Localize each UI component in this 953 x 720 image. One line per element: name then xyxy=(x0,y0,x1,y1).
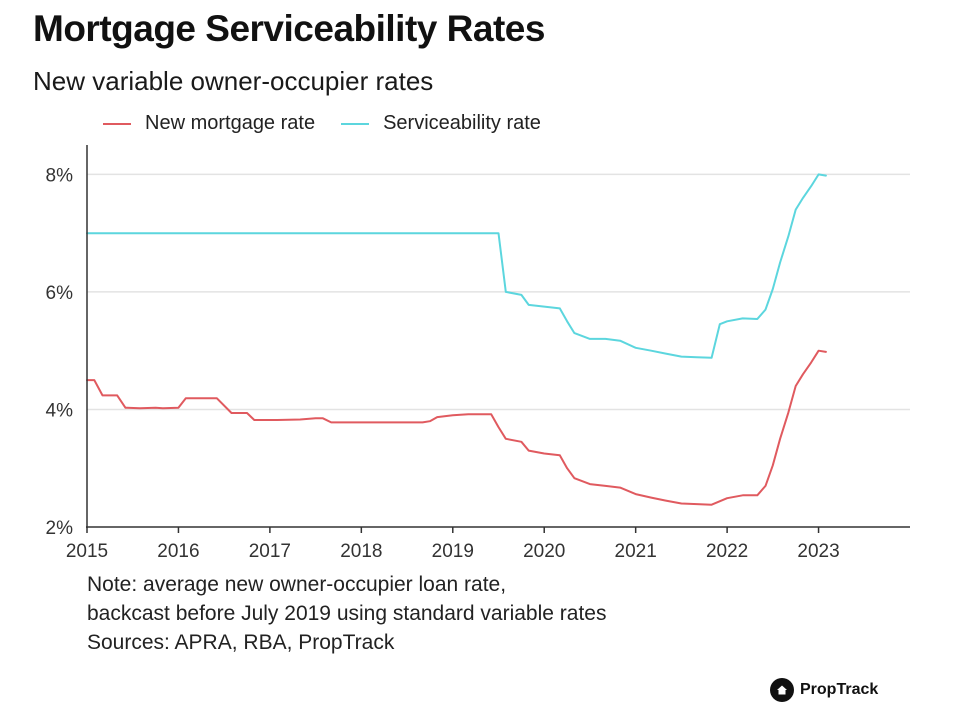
x-tick-label: 2017 xyxy=(249,541,291,562)
legend-swatch-mortgage xyxy=(103,122,131,125)
legend: New mortgage rate Serviceability rate xyxy=(103,112,567,135)
axis-layer: 2% 4% 6% 8% 2015 2016 2017 2018 2019 2020 2021 2022… xyxy=(46,145,910,562)
series-layer xyxy=(86,173,827,506)
sources-line: Sources: APRA, RBA, PropTrack xyxy=(87,631,395,654)
x-tick-label: 2015 xyxy=(66,541,108,562)
chart-subtitle: New variable owner-occupier rates xyxy=(33,66,434,96)
y-tick-label: 4% xyxy=(46,400,74,421)
house-icon xyxy=(770,678,794,702)
note-line-1: Note: average new owner-occupier loan ra… xyxy=(87,573,507,596)
y-tick-label: 2% xyxy=(46,518,74,539)
x-tick-label: 2016 xyxy=(157,541,199,562)
legend-item-mortgage: New mortgage rate xyxy=(103,112,315,135)
x-tick-label: 2019 xyxy=(432,541,474,562)
x-tick-label: 2023 xyxy=(797,541,839,562)
series-line-serviceability xyxy=(86,173,827,359)
legend-label-mortgage: New mortgage rate xyxy=(145,112,316,134)
x-tick-label: 2018 xyxy=(340,541,382,562)
x-tick-label: 2020 xyxy=(523,541,565,562)
legend-item-serviceability: Serviceability rate xyxy=(341,112,541,135)
chart-title: Mortgage Serviceability Rates xyxy=(33,8,545,49)
x-tick-label: 2021 xyxy=(615,541,657,562)
grid-layer xyxy=(87,173,910,411)
chart-notes: Note: average new owner-occupier loan ra… xyxy=(87,570,606,657)
legend-label-serviceability: Serviceability rate xyxy=(383,112,541,134)
y-tick-label: 6% xyxy=(46,283,74,304)
x-tick-label: 2022 xyxy=(706,541,748,562)
legend-swatch-serviceability xyxy=(341,122,370,125)
brand-name: PropTrack xyxy=(800,681,879,698)
note-line-2: backcast before July 2019 using standard… xyxy=(87,602,607,625)
y-tick-label: 8% xyxy=(46,165,74,186)
brand-logo: PropTrack xyxy=(770,678,878,702)
series-line-mortgage xyxy=(86,349,827,506)
